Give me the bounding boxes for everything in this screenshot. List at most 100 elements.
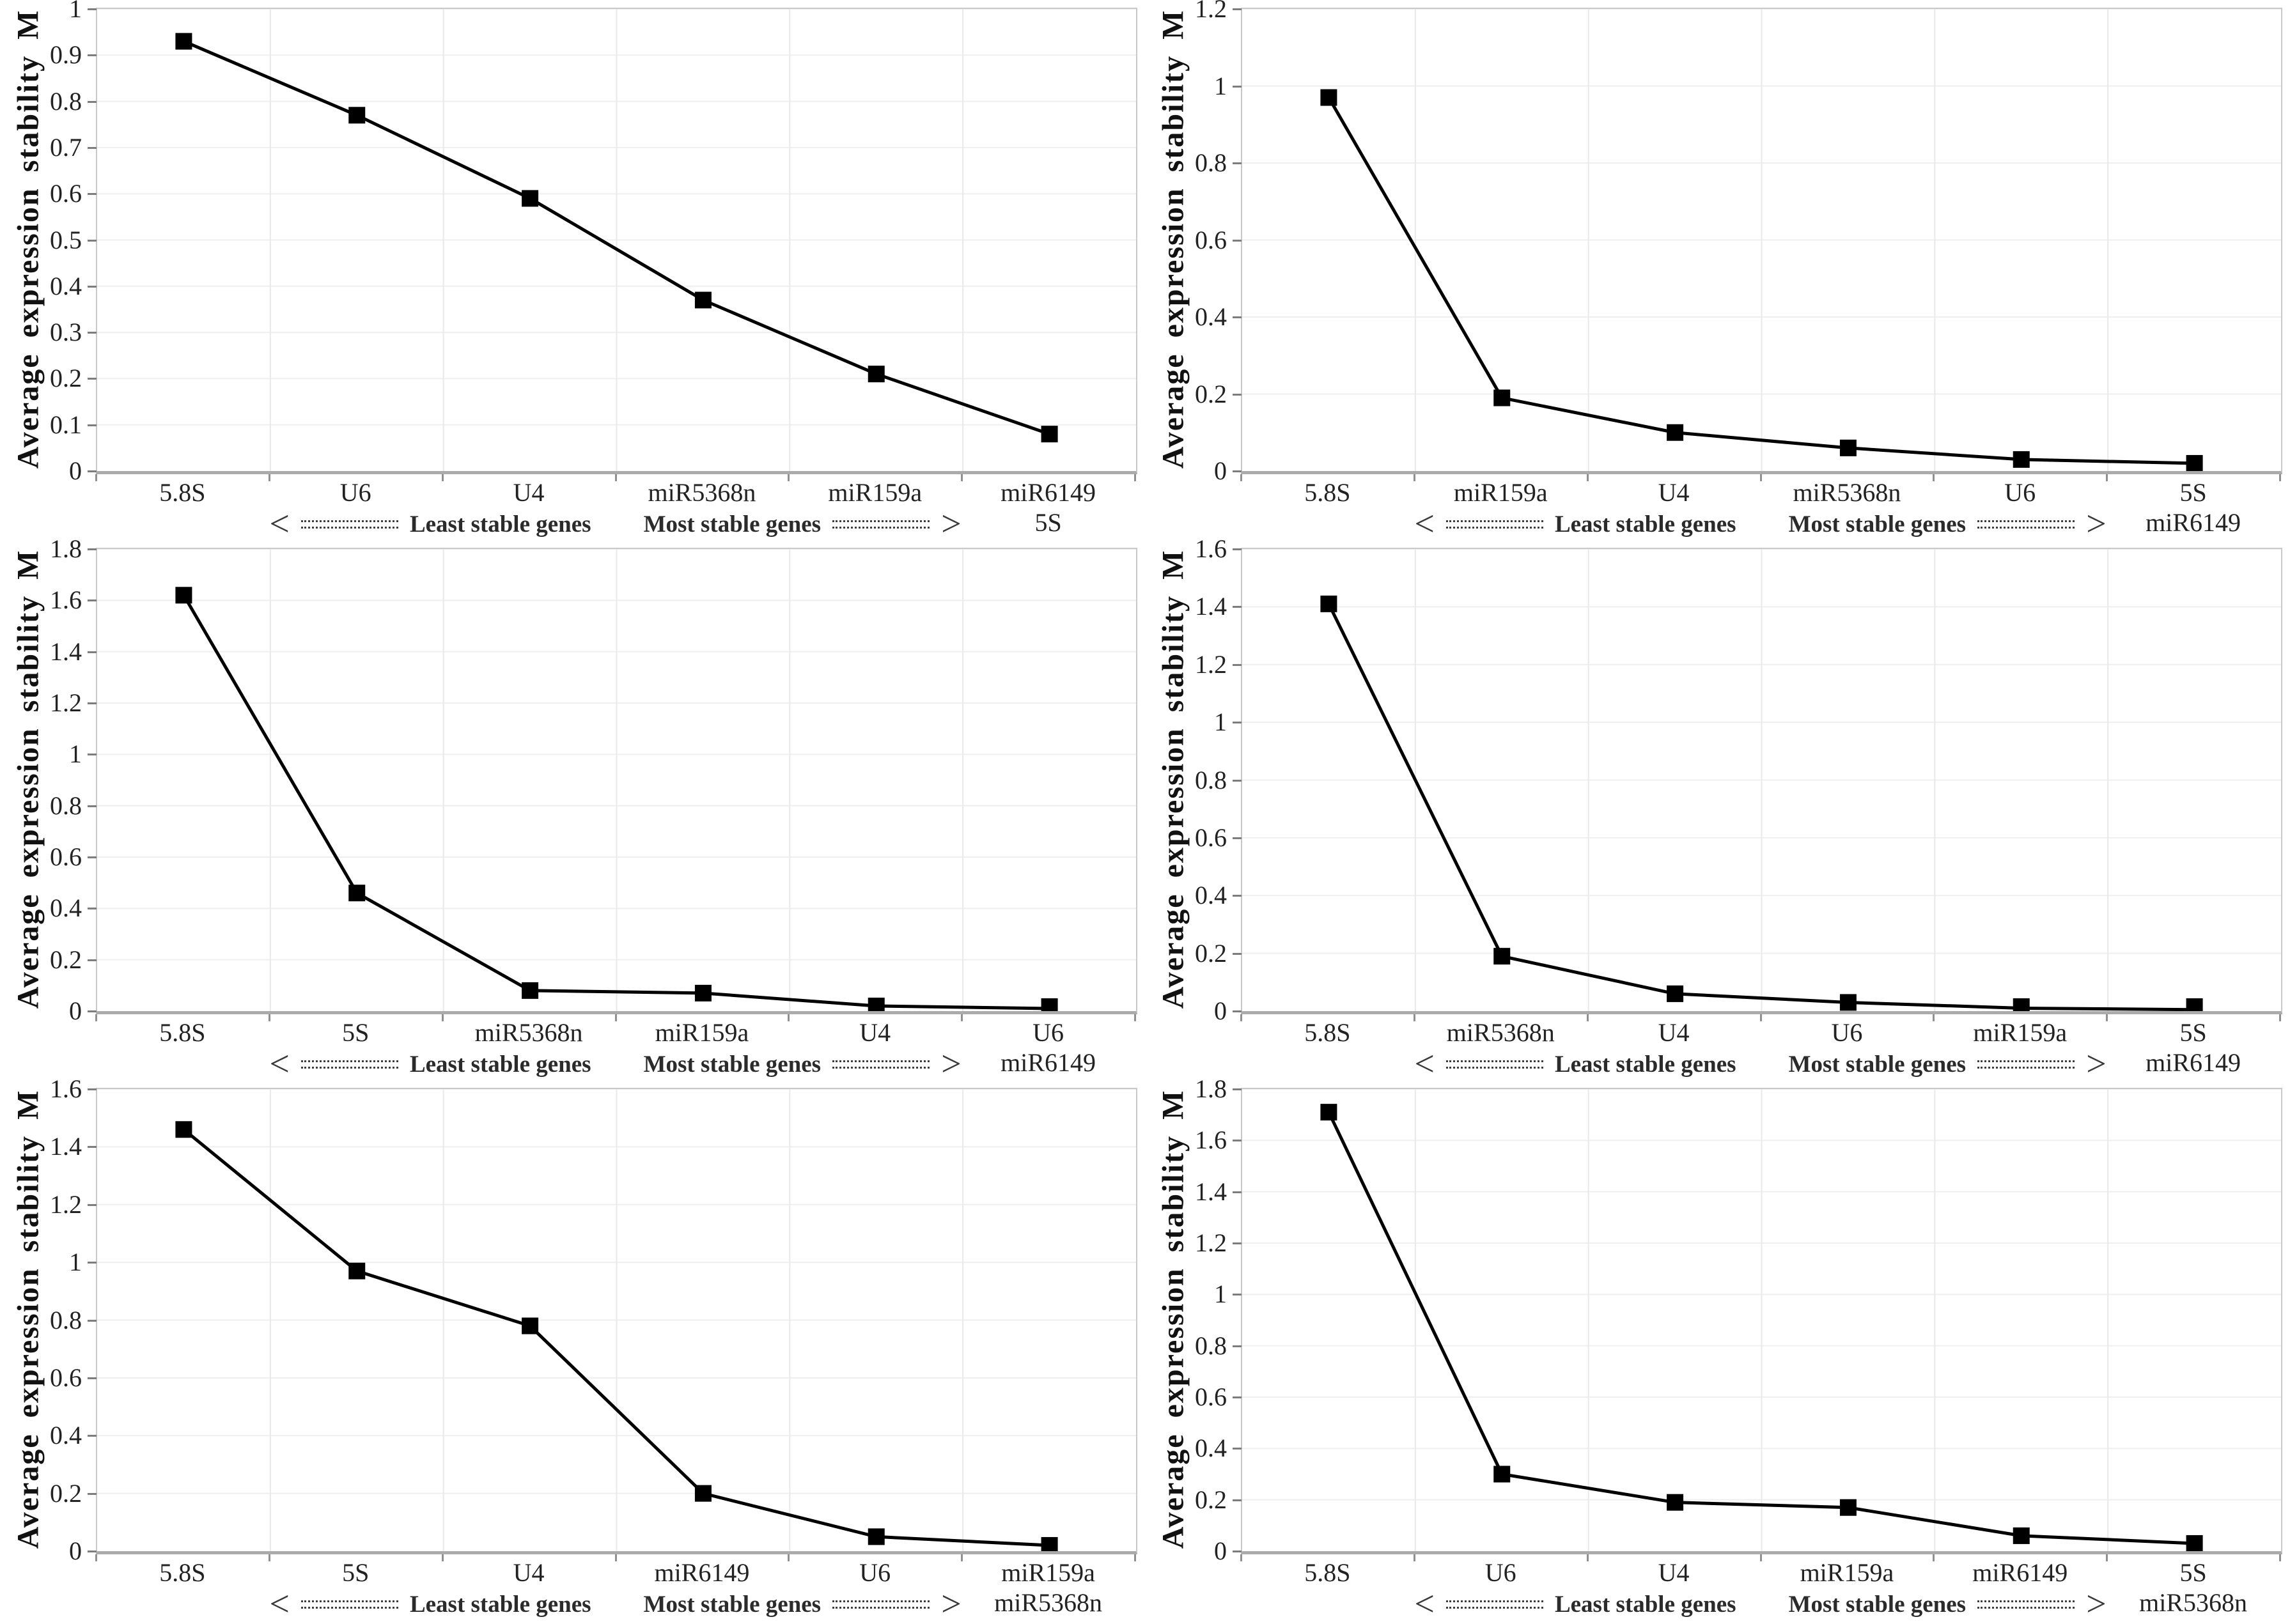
y-tick-label: 1	[1214, 708, 1227, 737]
y-tick-label: 0	[1214, 456, 1227, 485]
y-tick-mark	[1233, 1088, 1242, 1090]
y-tick-mark	[88, 1088, 97, 1090]
x-tick-mark	[268, 474, 270, 481]
data-point-marker	[1839, 994, 1857, 1011]
y-tick-label: 0.2	[50, 1478, 82, 1508]
y-tick-label: 0.2	[50, 364, 82, 393]
line-chart-svg	[97, 9, 1136, 471]
dotted-line-right-icon	[1977, 520, 2075, 529]
x-category-label: miR159a	[1973, 1018, 2068, 1047]
y-tick-label: 0.4	[1195, 881, 1227, 910]
y-axis-title: Average expression stability M	[1156, 1089, 1190, 1549]
y-tick-label: 1.2	[1195, 649, 1227, 679]
right-arrow-icon: >	[2086, 1044, 2107, 1084]
y-tick-mark	[1233, 663, 1242, 666]
x-category-label: U6	[339, 478, 371, 507]
left-arrow-icon: <	[1414, 1584, 1435, 1624]
y-tick-mark	[88, 470, 97, 472]
y-tick-label: 0.2	[1195, 379, 1227, 408]
x-category-label: U4	[1658, 478, 1690, 507]
data-point-marker	[2013, 998, 2030, 1011]
x-tick-mark	[614, 474, 617, 481]
x-category-label: miR5368n	[648, 478, 756, 507]
y-tick-label: 1	[1214, 71, 1227, 100]
plot-area	[1241, 548, 2282, 1014]
y-tick-label: 0	[69, 996, 82, 1025]
most-stable-genes-label: Most stable genes	[1788, 511, 1967, 537]
x-category-label: miR6149	[654, 1558, 750, 1587]
chart-panel: Average expression stability M e < Least…	[0, 1075, 1145, 1624]
x-tick-mark	[1759, 474, 1762, 481]
y-tick-label: 0.8	[1195, 148, 1227, 177]
x-category-label: U4	[1658, 1558, 1690, 1587]
data-point-marker	[2013, 451, 2030, 468]
x-category-label: 5S miR6149	[2146, 478, 2241, 537]
data-point-marker	[175, 33, 192, 50]
most-stable-genes-label: Most stable genes	[1788, 1591, 1967, 1618]
x-category-label: miR5368n	[1446, 1018, 1555, 1047]
stability-arrow-annotation: < Least stable genes Most stable genes >	[96, 1584, 1135, 1624]
x-category-label: miR159a	[655, 1018, 749, 1047]
y-tick-mark	[1233, 85, 1242, 88]
right-arrow-icon: >	[941, 1584, 962, 1624]
annotation-spacer	[603, 1063, 632, 1065]
x-tick-mark	[1413, 1014, 1415, 1021]
data-point-marker	[175, 587, 192, 604]
y-tick-label: 0.8	[1195, 765, 1227, 794]
x-category-label: 5S	[342, 1018, 370, 1047]
x-category-label: U6	[1484, 1558, 1516, 1587]
x-category-label: U4	[513, 478, 545, 507]
annotation-spacer	[1748, 1063, 1777, 1065]
line-chart-svg	[97, 1089, 1136, 1551]
x-tick-mark	[268, 1554, 270, 1561]
y-tick-label: 0	[69, 456, 82, 485]
plot-area	[96, 1088, 1137, 1554]
plot-area	[1241, 1088, 2282, 1554]
plot-area	[1241, 8, 2282, 474]
y-tick-mark	[1233, 1448, 1242, 1450]
y-tick-label: 0	[69, 1536, 82, 1565]
chart-panel: Average expression stability M f < Least…	[1145, 1075, 2290, 1624]
dotted-line-left-icon	[300, 1600, 398, 1609]
y-tick-label: 1.2	[1195, 1228, 1227, 1257]
x-category-label: 5S	[342, 1558, 370, 1587]
x-category-label: miR5368n	[474, 1018, 583, 1047]
data-point-marker	[1667, 1494, 1684, 1511]
y-tick-label: 0.4	[1195, 302, 1227, 331]
y-tick-mark	[1233, 1191, 1242, 1193]
data-point-marker	[348, 107, 366, 124]
y-tick-label: 0.4	[1195, 1434, 1227, 1463]
x-tick-mark	[614, 1554, 617, 1561]
x-category-label: U6 miR6149	[1001, 1018, 1096, 1077]
y-tick-mark	[1233, 779, 1242, 782]
data-point-marker	[2186, 998, 2203, 1011]
x-tick-mark	[2279, 1014, 2281, 1021]
x-tick-mark	[441, 1014, 444, 1021]
data-point-marker	[1493, 1465, 1511, 1483]
y-tick-label: 1.2	[50, 1189, 82, 1219]
x-tick-mark	[2106, 1554, 2108, 1561]
annotation-spacer	[603, 523, 632, 525]
y-tick-mark	[88, 908, 97, 910]
y-tick-label: 1.6	[50, 585, 82, 615]
y-tick-label: 0.8	[50, 86, 82, 116]
plot-area	[96, 548, 1137, 1014]
x-tick-mark	[441, 474, 444, 481]
y-tick-mark	[88, 1492, 97, 1495]
y-tick-mark	[88, 193, 97, 196]
y-tick-mark	[88, 805, 97, 807]
line-chart-svg	[1242, 549, 2281, 1011]
y-tick-label: 0.8	[1195, 1331, 1227, 1360]
chart-panel: Average expression stability M b < Least…	[1145, 0, 2290, 542]
y-tick-mark	[88, 651, 97, 653]
x-category-label: 5S miR5368n	[2139, 1558, 2248, 1617]
data-point-marker	[1320, 1104, 1337, 1121]
data-line	[183, 40, 1050, 436]
least-stable-genes-label: Least stable genes	[409, 1051, 591, 1078]
y-tick-label: 0.6	[50, 1363, 82, 1392]
y-tick-mark	[1233, 316, 1242, 318]
x-tick-mark	[2106, 1014, 2108, 1021]
x-tick-mark	[268, 1014, 270, 1021]
x-category-label: 5.8S	[1304, 478, 1351, 507]
